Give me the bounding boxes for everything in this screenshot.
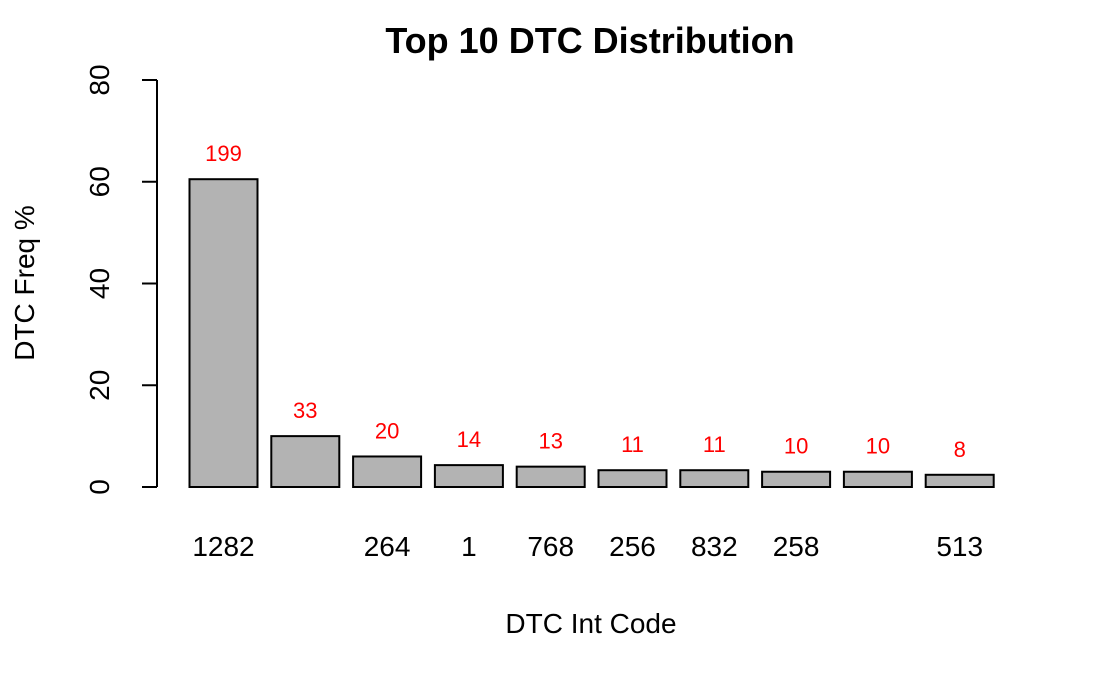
bar-value-label: 199 [205,141,242,166]
bar [597,469,668,488]
bar-value-label: 10 [784,434,808,459]
bar-value-label: 20 [375,418,399,443]
y-tick-label: 40 [84,268,115,299]
x-tick-label: 264 [364,531,411,562]
bar [679,469,750,488]
bar-value-label: 11 [703,432,726,457]
bar [352,455,423,489]
bar-value-label: 13 [538,429,562,454]
x-tick-label: 832 [691,531,738,562]
bar-value-label: 10 [866,434,890,459]
bar-value-labels: 199 33 20 14 13 11 11 10 10 8 [205,141,966,462]
bar [515,465,586,488]
y-axis-label: DTC Freq % [9,205,40,361]
x-tick-label: 1 [461,531,477,562]
bar-value-label: 8 [954,437,966,462]
bar [270,435,341,488]
bars [188,178,995,489]
y-tick-label: 20 [84,370,115,401]
x-axis-label: DTC Int Code [505,608,676,639]
y-ticks: 0 20 40 60 80 [84,64,157,495]
bar [761,470,832,488]
bar [188,178,259,489]
bar-value-label: 14 [457,427,481,452]
x-tick-label: 513 [936,531,983,562]
y-tick-label: 80 [84,64,115,95]
bar [842,470,913,488]
y-tick-label: 60 [84,166,115,197]
chart-title: Top 10 DTC Distribution [385,20,794,61]
y-tick-label: 0 [84,479,115,495]
bar [924,473,995,489]
x-tick-label: 258 [773,531,820,562]
x-tick-label: 1282 [192,531,254,562]
bar-value-label: 11 [621,432,644,457]
x-tick-label: 256 [609,531,656,562]
x-tick-label: 768 [527,531,574,562]
bar [433,464,504,488]
x-tick-labels: 1282 264 1 768 256 832 258 513 [192,531,983,562]
bar-value-label: 33 [293,398,317,423]
